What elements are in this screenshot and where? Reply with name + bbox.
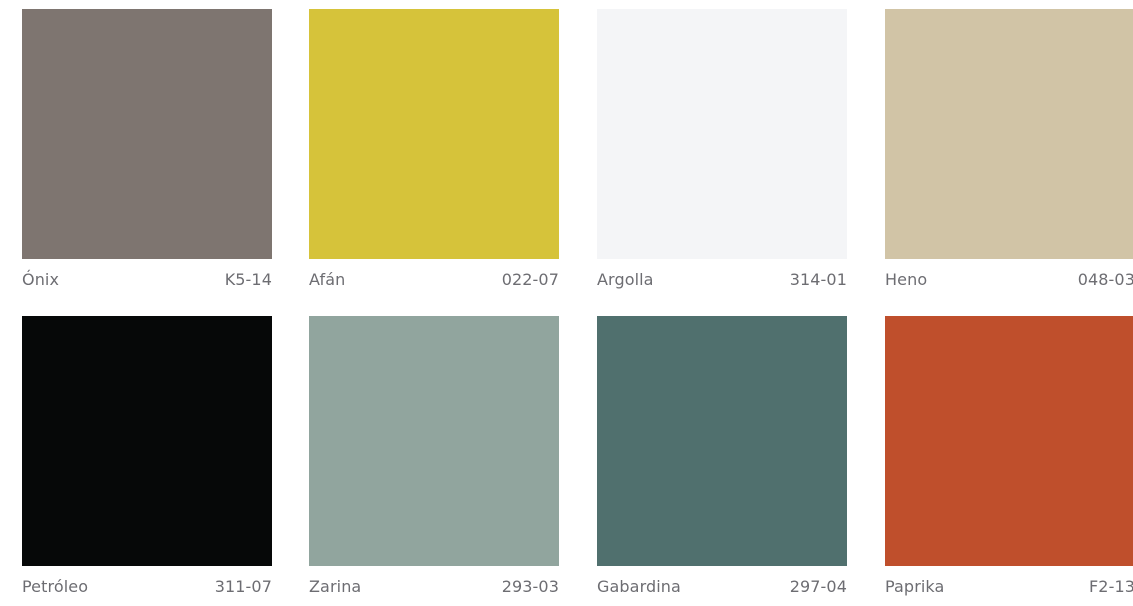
swatch-caption: Gabardina 297-04 — [597, 566, 847, 606]
color-swatch — [309, 9, 559, 259]
swatch-name: Gabardina — [597, 576, 681, 596]
swatch-name: Ónix — [22, 269, 60, 289]
swatch-caption: Afán 022-07 — [309, 259, 559, 299]
swatch-code: 314-01 — [789, 269, 847, 289]
color-swatch — [885, 9, 1133, 259]
swatch-card-afan[interactable]: Afán 022-07 — [309, 9, 559, 299]
swatch-code: 293-03 — [501, 576, 559, 596]
swatch-name: Petróleo — [22, 576, 89, 596]
color-swatch — [885, 316, 1133, 566]
color-swatch — [22, 9, 272, 259]
swatch-card-petroleo[interactable]: Petróleo 311-07 — [22, 316, 272, 606]
swatch-card-onix[interactable]: Ónix K5-14 — [22, 9, 272, 299]
swatch-name: Heno — [885, 269, 928, 289]
swatch-name: Afán — [309, 269, 346, 289]
swatch-caption: Petróleo 311-07 — [22, 566, 272, 606]
swatch-name: Zarina — [309, 576, 362, 596]
swatch-code: K5-14 — [224, 269, 272, 289]
swatch-card-zarina[interactable]: Zarina 293-03 — [309, 316, 559, 606]
color-swatch — [597, 9, 847, 259]
swatch-code: 297-04 — [789, 576, 847, 596]
swatch-card-paprika[interactable]: Paprika F2-13 — [885, 316, 1133, 606]
swatch-name: Paprika — [885, 576, 945, 596]
swatch-code: 048-03 — [1077, 269, 1133, 289]
swatch-card-gabardina[interactable]: Gabardina 297-04 — [597, 316, 847, 606]
swatch-caption: Zarina 293-03 — [309, 566, 559, 606]
swatch-caption: Ónix K5-14 — [22, 259, 272, 299]
color-swatch — [597, 316, 847, 566]
swatch-code: 311-07 — [214, 576, 272, 596]
swatch-name: Argolla — [597, 269, 654, 289]
color-swatch — [22, 316, 272, 566]
color-swatch — [309, 316, 559, 566]
swatch-code: 022-07 — [501, 269, 559, 289]
swatch-code: F2-13 — [1088, 576, 1133, 596]
swatch-card-argolla[interactable]: Argolla 314-01 — [597, 9, 847, 299]
swatch-caption: Paprika F2-13 — [885, 566, 1133, 606]
swatch-card-heno[interactable]: Heno 048-03 — [885, 9, 1133, 299]
swatch-caption: Heno 048-03 — [885, 259, 1133, 299]
swatch-caption: Argolla 314-01 — [597, 259, 847, 299]
